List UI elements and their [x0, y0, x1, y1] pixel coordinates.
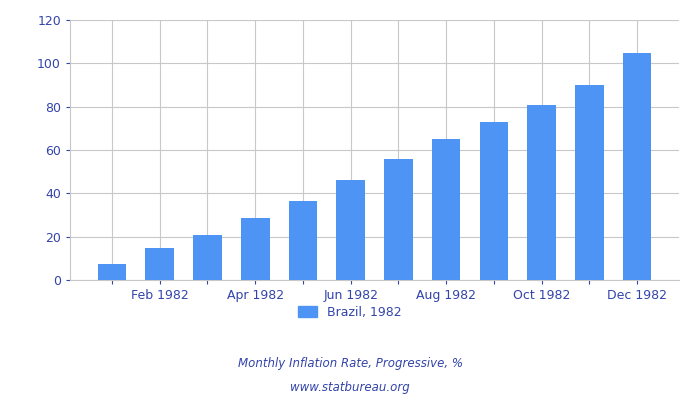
Bar — [432, 139, 461, 280]
Bar — [623, 52, 651, 280]
Bar — [146, 248, 174, 280]
Bar — [527, 104, 556, 280]
Bar — [241, 218, 270, 280]
Bar — [336, 180, 365, 280]
Legend: Brazil, 1982: Brazil, 1982 — [293, 301, 407, 324]
Bar — [193, 234, 222, 280]
Text: www.statbureau.org: www.statbureau.org — [290, 382, 410, 394]
Bar — [480, 122, 508, 280]
Bar — [575, 85, 603, 280]
Bar — [98, 264, 126, 280]
Bar — [288, 201, 317, 280]
Text: Monthly Inflation Rate, Progressive, %: Monthly Inflation Rate, Progressive, % — [237, 358, 463, 370]
Bar — [384, 159, 413, 280]
